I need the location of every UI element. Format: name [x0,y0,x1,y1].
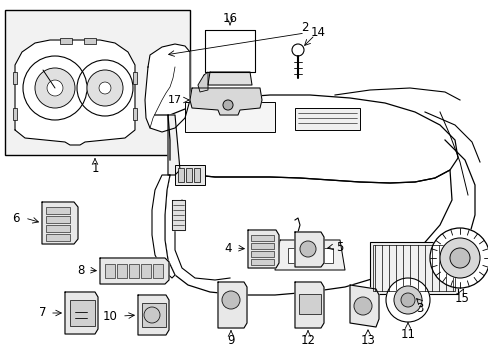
Bar [46,234,70,241]
Polygon shape [274,240,345,270]
Polygon shape [218,282,246,328]
Bar [298,294,320,314]
Circle shape [77,60,133,116]
Polygon shape [42,202,78,244]
Bar [184,102,274,132]
Bar [60,38,72,44]
Polygon shape [294,282,324,328]
Circle shape [47,80,63,96]
Bar [194,168,200,182]
Bar [250,259,273,265]
Text: 6: 6 [13,212,20,225]
Text: 13: 13 [360,333,375,346]
Polygon shape [164,160,451,295]
Circle shape [299,241,315,257]
Text: 11: 11 [400,328,415,341]
Polygon shape [294,232,324,267]
Circle shape [222,291,240,309]
Text: 5: 5 [336,240,343,253]
Polygon shape [170,95,457,183]
Text: 4: 4 [224,242,231,255]
Polygon shape [138,295,169,335]
Bar [287,248,332,263]
Bar [142,303,165,327]
Polygon shape [65,292,98,334]
Circle shape [393,286,421,314]
Polygon shape [190,88,262,115]
Text: 8: 8 [78,264,85,276]
Circle shape [23,56,87,120]
Bar [117,264,127,278]
Bar [46,225,70,232]
Bar [46,216,70,223]
Text: 15: 15 [454,292,468,305]
Polygon shape [172,200,184,230]
Polygon shape [168,115,180,175]
Bar [13,108,17,120]
Circle shape [143,307,160,323]
Polygon shape [207,72,251,85]
Circle shape [223,100,232,110]
Polygon shape [15,40,135,145]
Circle shape [385,278,429,322]
Bar [141,264,151,278]
Text: 14: 14 [310,26,325,39]
Polygon shape [152,175,175,278]
Polygon shape [247,230,279,268]
Circle shape [87,70,123,106]
Circle shape [99,82,111,94]
Polygon shape [145,44,190,132]
Circle shape [429,228,488,288]
Bar [133,72,137,84]
Bar [372,245,454,291]
Bar [250,243,273,249]
Bar [70,300,95,326]
Text: 2: 2 [301,21,308,33]
Bar [129,264,139,278]
Circle shape [439,238,479,278]
Bar [105,264,115,278]
Bar [294,108,359,130]
Circle shape [35,68,75,108]
Bar [178,168,183,182]
Text: 12: 12 [300,333,315,346]
Circle shape [353,297,371,315]
Polygon shape [204,30,254,72]
Circle shape [449,248,469,268]
Bar [133,108,137,120]
Bar [250,235,273,241]
Polygon shape [349,285,378,327]
Bar [153,264,163,278]
Bar [13,72,17,84]
Bar [369,242,457,294]
Text: 3: 3 [415,302,423,315]
Polygon shape [100,258,169,284]
Bar [185,168,192,182]
Text: 10: 10 [103,310,118,323]
Bar [175,165,204,185]
Bar [46,207,70,214]
Text: 16: 16 [222,12,237,24]
Bar [250,251,273,257]
Bar [84,38,96,44]
Text: 17: 17 [167,95,182,105]
Text: 9: 9 [227,333,234,346]
Polygon shape [198,72,207,92]
Circle shape [400,293,414,307]
Circle shape [291,44,304,56]
Text: 7: 7 [40,306,47,320]
Text: 1: 1 [91,162,99,175]
Bar [5,10,190,155]
